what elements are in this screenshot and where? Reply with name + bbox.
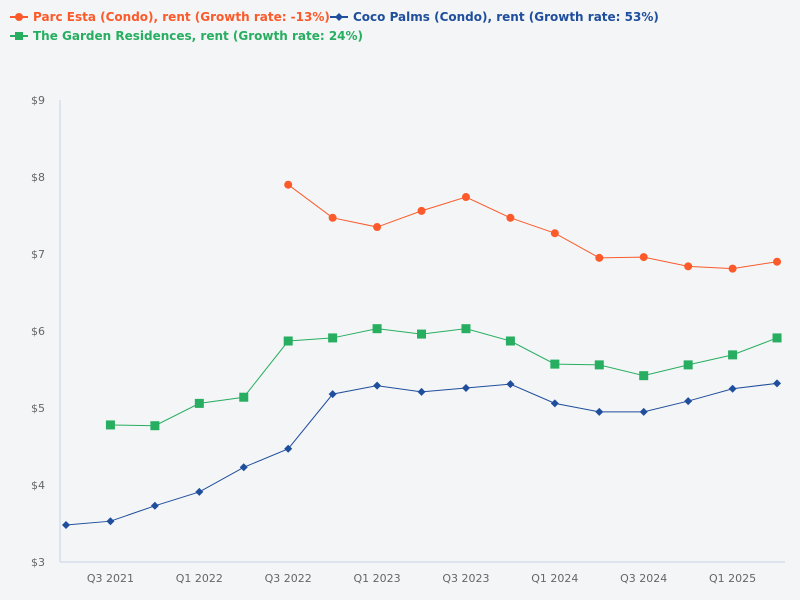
data-point <box>773 257 782 266</box>
x-tick-label: Q1 2024 <box>531 572 578 585</box>
data-point <box>417 329 427 339</box>
data-point <box>594 360 604 370</box>
data-point <box>150 501 159 510</box>
data-point <box>550 229 559 238</box>
legend-label: Coco Palms (Condo), rent (Growth rate: 5… <box>353 10 659 24</box>
series-line-2 <box>110 328 778 427</box>
data-point <box>595 407 604 416</box>
data-point <box>105 420 115 430</box>
data-point <box>728 264 737 273</box>
y-tick-label: $3 <box>31 556 45 569</box>
x-tick-label: Q3 2024 <box>620 572 667 585</box>
data-point <box>639 407 648 416</box>
data-point <box>373 223 382 232</box>
data-point <box>239 463 248 472</box>
data-point <box>461 193 470 202</box>
y-tick-label: $6 <box>31 325 45 338</box>
legend-item-coco-palms[interactable]: Coco Palms (Condo), rent (Growth rate: 5… <box>330 10 659 24</box>
data-point <box>283 336 293 346</box>
data-point <box>639 253 648 262</box>
legend-label: Parc Esta (Condo), rent (Growth rate: -1… <box>33 10 330 24</box>
x-tick-label: Q3 2021 <box>87 572 134 585</box>
data-point <box>284 180 293 189</box>
x-tick-label: Q1 2022 <box>176 572 223 585</box>
series-line-1 <box>65 382 778 526</box>
data-point <box>773 379 782 388</box>
legend-item-parc-esta[interactable]: Parc Esta (Condo), rent (Growth rate: -1… <box>10 10 330 24</box>
y-tick-label: $9 <box>31 94 45 107</box>
data-point <box>372 324 382 334</box>
y-tick-label: $5 <box>31 402 45 415</box>
legend-item-garden-residences[interactable]: The Garden Residences, rent (Growth rate… <box>10 29 363 43</box>
data-point <box>461 383 470 392</box>
square-marker-icon <box>10 32 28 40</box>
x-tick-label: Q1 2023 <box>354 572 401 585</box>
data-point <box>106 517 115 526</box>
y-tick-label: $8 <box>31 171 45 184</box>
data-point <box>373 381 382 390</box>
x-tick-label: Q1 2025 <box>709 572 756 585</box>
x-tick-label: Q3 2023 <box>442 572 489 585</box>
data-point <box>417 387 426 396</box>
data-point <box>239 392 249 402</box>
y-tick-label: $7 <box>31 248 45 261</box>
diamond-marker-icon <box>330 13 348 21</box>
data-point <box>150 421 160 431</box>
y-tick-label: $4 <box>31 479 45 492</box>
data-point <box>683 360 693 370</box>
data-point <box>417 206 426 215</box>
data-point <box>550 399 559 408</box>
data-point <box>728 384 737 393</box>
data-point <box>639 371 649 381</box>
data-point <box>62 521 70 530</box>
x-tick-label: Q3 2022 <box>265 572 312 585</box>
data-point <box>461 324 471 334</box>
data-point <box>328 390 337 399</box>
data-point <box>684 397 693 406</box>
data-point <box>505 336 515 346</box>
data-point <box>328 333 338 343</box>
data-point <box>772 333 782 343</box>
data-point <box>284 444 293 453</box>
legend-label: The Garden Residences, rent (Growth rate… <box>33 29 364 43</box>
data-point <box>194 398 204 408</box>
data-point <box>595 253 604 262</box>
data-point <box>328 213 337 222</box>
data-point <box>195 487 204 496</box>
series-line-0 <box>287 184 778 270</box>
data-point <box>684 262 693 271</box>
data-point <box>728 350 738 360</box>
data-point <box>550 359 560 369</box>
data-point <box>506 213 515 222</box>
circle-marker-icon <box>10 13 28 21</box>
data-point <box>506 380 515 389</box>
